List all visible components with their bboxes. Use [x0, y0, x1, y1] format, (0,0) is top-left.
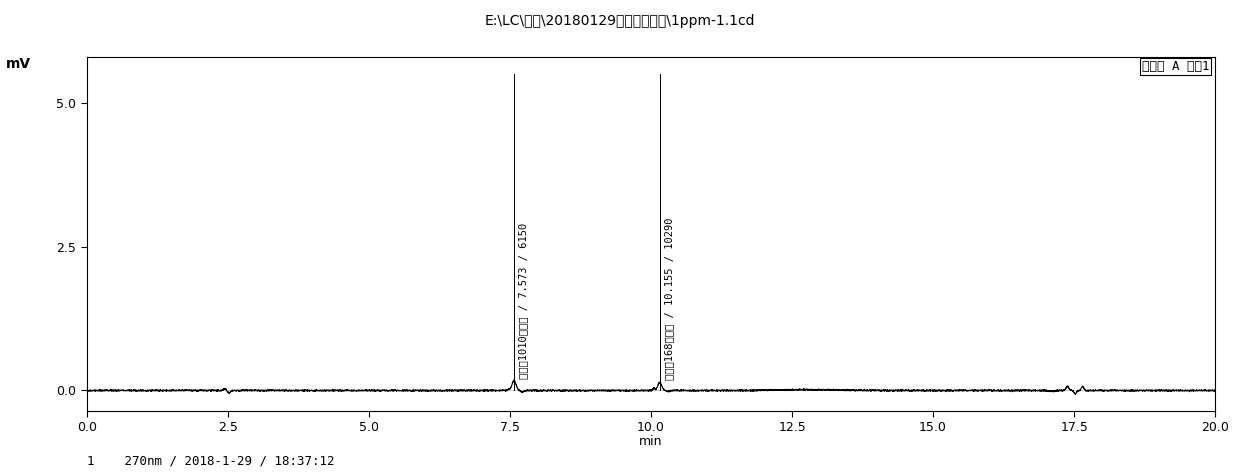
Text: E:\LC\数据\20180129水解物方法学\1ppm-1.1cd: E:\LC\数据\20180129水解物方法学\1ppm-1.1cd — [485, 14, 755, 28]
Text: 1    270nm / 2018-1-29 / 18:37:12: 1 270nm / 2018-1-29 / 18:37:12 — [87, 454, 335, 467]
Text: 抗氧剂1010水解物 / 7.573 / 6150: 抗氧剂1010水解物 / 7.573 / 6150 — [518, 223, 528, 379]
Text: mV: mV — [6, 57, 31, 71]
Text: 抗氧剂168水解物 / 10.155 / 10290: 抗氧剂168水解物 / 10.155 / 10290 — [663, 218, 673, 380]
Text: 検測器 A 通道1: 検測器 A 通道1 — [1142, 60, 1209, 73]
X-axis label: min: min — [640, 436, 662, 448]
